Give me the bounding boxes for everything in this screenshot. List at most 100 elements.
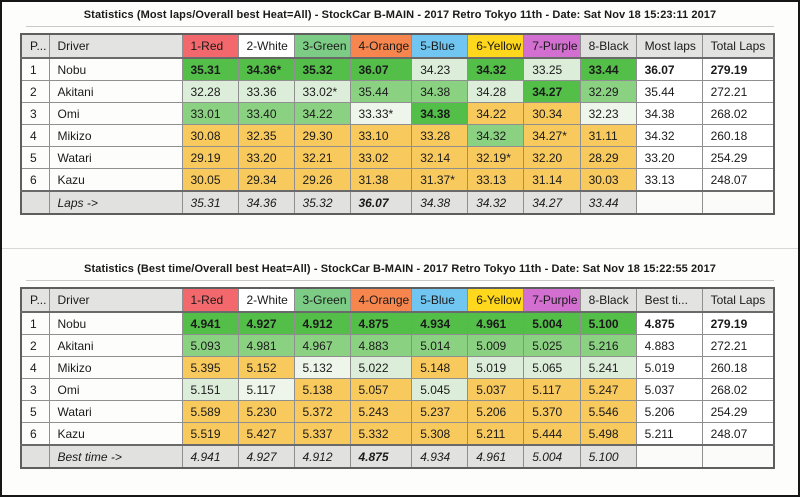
value-cell: 32.35 [237,124,295,147]
column-header-5-blue: 5-Blue [411,287,469,313]
column-header-6-yellow: 6-Yellow [467,33,525,59]
best-column-cell: 33.20 [635,146,703,169]
value-cell: 5.241 [579,356,637,379]
position-cell: 4 [20,356,50,379]
header-row: P... Driver 1-Red 2-White 3-Green 4-Orange 5-B… [20,33,775,59]
column-header-driver: Driver [48,33,183,59]
value-cell: 5.370 [523,400,581,423]
value-cell: 5.152 [237,356,295,379]
driver-name-cell: Omi [48,378,183,401]
value-cell: 34.36* [237,57,295,81]
best-column-cell: 4.883 [635,334,703,357]
driver-row-omi: 3 Omi 33.01 33.40 34.22 33.33* 34.38 34.22 30.34… [20,102,775,125]
value-cell: 4.875 [349,311,413,335]
value-cell: 32.19* [467,146,525,169]
total-laps-cell: 268.02 [701,102,775,125]
position-cell: 3 [20,378,50,401]
value-cell: 29.26 [293,168,351,192]
value-cell: 32.20 [523,146,581,169]
value-cell: 34.32 [467,124,525,147]
value-cell: 5.045 [411,378,469,401]
value-cell: 5.009 [467,334,525,357]
column-header-8-black: 8-Black [579,287,637,313]
value-cell: 4.927 [237,311,295,335]
value-cell: 4.967 [293,334,351,357]
value-cell: 33.02 [349,146,413,169]
best-column-cell: 34.38 [635,102,703,125]
summary-row: Laps -> 35.31 34.36 35.32 36.07 34.38 34.32 34.… [20,190,775,215]
value-cell: 5.037 [467,378,525,401]
driver-row-nobu: 1 Nobu 35.31 34.36* 35.32 36.07 34.23 34.32 33.2… [20,57,775,81]
value-cell: 5.519 [181,422,239,446]
position-cell: 2 [20,334,50,357]
most-laps-table: P... Driver 1-Red 2-White 3-Green 4-Orange 5-B… [20,33,776,215]
total-laps-cell: 260.18 [701,124,775,147]
value-cell: 4.883 [349,334,413,357]
column-header-3-green: 3-Green [293,287,351,313]
value-cell: 34.27 [523,80,581,103]
position-cell: 6 [20,168,50,192]
column-header-7-purple: 7-Purple [523,33,581,59]
value-cell: 29.34 [237,168,295,192]
value-cell: 5.332 [349,422,413,446]
value-cell: 34.32 [467,57,525,81]
value-cell: 34.27* [523,124,581,147]
footer-position-cell [20,190,50,215]
column-header-driver: Driver [48,287,183,313]
value-cell: 34.22 [293,102,351,125]
footer-value-cell: 36.07 [349,190,413,215]
total-laps-cell: 279.19 [701,57,775,81]
driver-row-mikizo: 4 Mikizo 5.395 5.152 5.132 5.022 5.148 5.019 5.0… [20,356,775,379]
value-cell: 5.148 [411,356,469,379]
value-cell: 5.372 [293,400,351,423]
driver-name-cell: Akitani [48,334,183,357]
value-cell: 5.498 [579,422,637,446]
value-cell: 32.14 [411,146,469,169]
driver-name-cell: Mikizo [48,124,183,147]
value-cell: 4.981 [237,334,295,357]
value-cell: 5.117 [237,378,295,401]
title-divider [26,280,774,281]
driver-name-cell: Nobu [48,57,183,81]
driver-row-akitani: 2 Akitani 32.28 33.36 33.02* 35.44 34.38 34.28 3… [20,80,775,103]
value-cell: 33.28 [411,124,469,147]
value-cell: 34.38 [411,80,469,103]
position-cell: 4 [20,124,50,147]
column-header-3-green: 3-Green [293,33,351,59]
footer-value-cell: 4.912 [293,444,351,469]
value-cell: 32.28 [181,80,239,103]
footer-label: Best time -> [48,444,183,469]
value-cell: 34.23 [411,57,469,81]
column-header-5-blue: 5-Blue [411,33,469,59]
column-header-7-purple: 7-Purple [523,287,581,313]
column-header-p: P... [20,33,50,59]
value-cell: 5.151 [181,378,239,401]
best-column-cell: 36.07 [635,57,703,81]
total-laps-cell: 272.21 [701,334,775,357]
footer-empty-cell [635,190,703,215]
best-column-cell: 33.13 [635,168,703,192]
total-laps-cell: 260.18 [701,356,775,379]
total-laps-cell: 248.07 [701,168,775,192]
driver-row-omi: 3 Omi 5.151 5.117 5.138 5.057 5.045 5.037 5.117 5… [20,378,775,401]
summary-row: Best time -> 4.941 4.927 4.912 4.875 4.934 4.9… [20,444,775,469]
value-cell: 29.19 [181,146,239,169]
value-cell: 5.308 [411,422,469,446]
column-header-p: P... [20,287,50,313]
value-cell: 32.23 [579,102,637,125]
column-header-1-red: 1-Red [181,33,239,59]
column-header-4-orange: 4-Orange [349,287,413,313]
value-cell: 5.206 [467,400,525,423]
column-header-1-red: 1-Red [181,287,239,313]
footer-value-cell: 34.38 [411,190,469,215]
value-cell: 31.11 [579,124,637,147]
best-column-cell: 5.211 [635,422,703,446]
best-column-cell: 5.206 [635,400,703,423]
footer-empty-cell [635,444,703,469]
value-cell: 30.34 [523,102,581,125]
footer-value-cell: 4.961 [467,444,525,469]
value-cell: 5.444 [523,422,581,446]
footer-value-cell: 5.100 [579,444,637,469]
value-cell: 33.25 [523,57,581,81]
driver-row-watari: 5 Watari 5.589 5.230 5.372 5.243 5.237 5.206 5.3… [20,400,775,423]
